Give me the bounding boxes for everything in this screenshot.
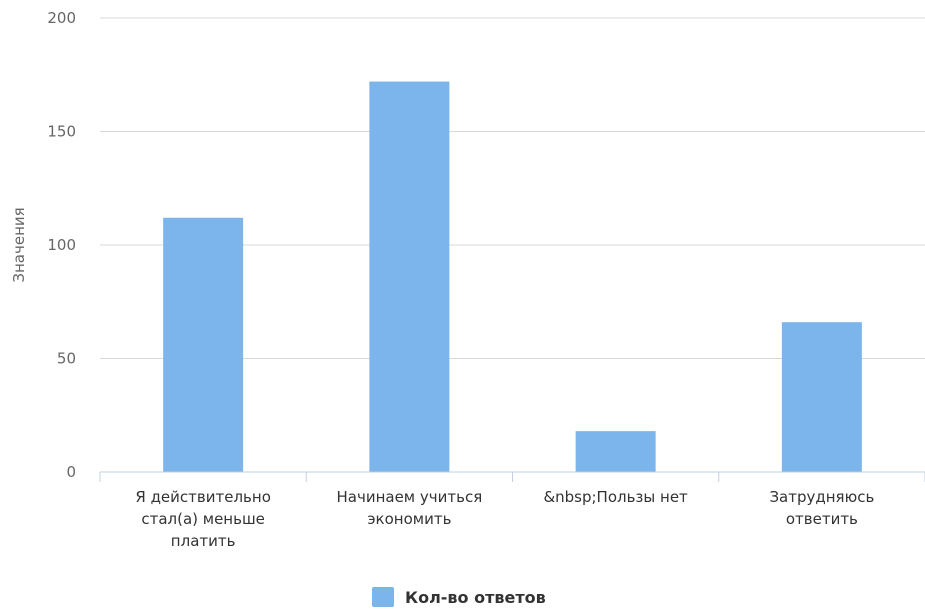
y-tick-label: 200 bbox=[47, 9, 76, 27]
y-axis-ticks: 0 50 100 150 200 bbox=[47, 9, 76, 481]
bar[interactable] bbox=[369, 81, 450, 472]
x-category-label-line: Начинаем учиться bbox=[337, 488, 483, 506]
bars-layer bbox=[163, 81, 862, 472]
bar[interactable] bbox=[163, 217, 244, 472]
y-tick-label: 0 bbox=[66, 463, 76, 481]
x-category-label-line: Затрудняюсь bbox=[769, 488, 874, 506]
x-category-label-line: Я действительно bbox=[135, 488, 271, 506]
x-category-label-line: платить bbox=[171, 532, 236, 550]
x-axis-ticks bbox=[99, 472, 925, 482]
legend-label[interactable]: Кол-во ответов bbox=[405, 588, 546, 607]
x-axis-labels: Я действительно стал(а) меньше платить Начи… bbox=[135, 488, 874, 550]
x-category-label-line: &nbsp;Пользы нет bbox=[543, 488, 688, 506]
x-category-label-line: экономить bbox=[367, 510, 451, 528]
y-tick-label: 150 bbox=[47, 123, 76, 141]
y-tick-label: 50 bbox=[57, 350, 76, 368]
legend[interactable]: Кол-во ответов bbox=[372, 587, 546, 607]
bar[interactable] bbox=[575, 431, 656, 472]
y-axis-title: Значения bbox=[10, 207, 28, 282]
bar[interactable] bbox=[781, 322, 862, 472]
x-category-label: &nbsp;Пользы нет bbox=[543, 488, 688, 506]
x-category-label-line: стал(а) меньше bbox=[141, 510, 265, 528]
x-category-label: Я действительно стал(а) меньше платить bbox=[135, 488, 271, 550]
legend-swatch[interactable] bbox=[372, 587, 394, 607]
x-category-label-line: ответить bbox=[786, 510, 858, 528]
y-tick-label: 100 bbox=[47, 236, 76, 254]
x-category-label: Начинаем учиться экономить bbox=[337, 488, 483, 528]
x-category-label: Затрудняюсь ответить bbox=[769, 488, 874, 528]
